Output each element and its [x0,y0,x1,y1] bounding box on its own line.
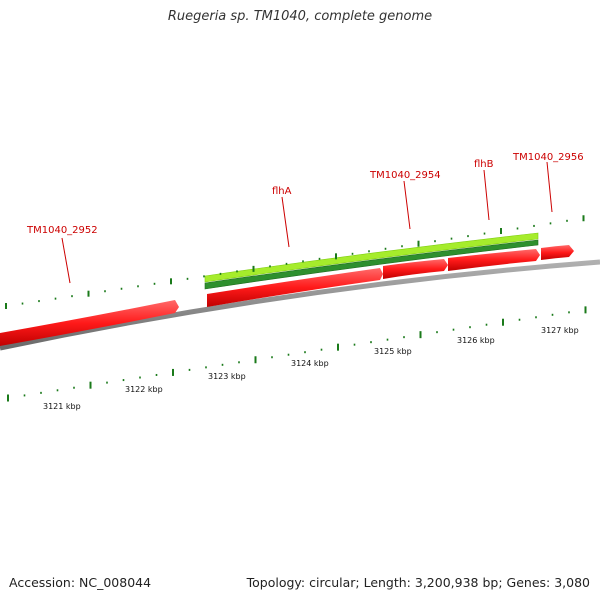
gene-arrow-tm1040-2952[interactable] [0,300,179,346]
gene-track [0,245,574,346]
kbp-label-3122: 3122 kbp [125,385,163,394]
kbp-label-3124: 3124 kbp [291,359,329,368]
tick-row-upper [5,215,585,309]
gene-label-tm1040-2956[interactable]: TM1040_2956 [512,152,584,163]
gene-arrow-flha[interactable] [207,268,383,307]
genome-backbone [0,259,600,351]
kbp-labels: 3121 kbp 3122 kbp 3123 kbp 3124 kbp 3125… [43,326,579,411]
gene-arrow-flhb[interactable] [448,249,540,271]
tick-row-lower [7,306,587,402]
kbp-label-3123: 3123 kbp [208,372,246,381]
gene-label-flhb[interactable]: flhB [474,159,494,170]
feature-track [204,232,539,290]
leader-tm1040-2956 [546,161,553,213]
kbp-label-3121: 3121 kbp [43,402,81,411]
gene-label-leaders [61,161,553,284]
gene-arrow-tm1040-2954[interactable] [383,259,448,279]
gene-label-tm1040-2954[interactable]: TM1040_2954 [369,170,441,181]
leader-flhb [483,169,490,221]
gene-arrow-tm1040-2956[interactable] [541,245,574,260]
feature-bar-dark[interactable] [204,239,539,290]
leader-flha [281,196,290,248]
leader-tm1040-2954 [403,180,411,230]
gene-labels: TM1040_2952 flhA TM1040_2954 flhB TM1040… [26,152,584,236]
feature-bar-light[interactable] [204,232,539,283]
genome-title: Ruegeria sp. TM1040, complete genome [167,9,433,24]
kbp-label-3127: 3127 kbp [541,326,579,335]
gene-label-tm1040-2952[interactable]: TM1040_2952 [26,225,98,236]
leader-tm1040-2952 [61,237,71,284]
kbp-label-3126: 3126 kbp [457,336,495,345]
gene-label-flha[interactable]: flhA [272,186,292,197]
kbp-label-3125: 3125 kbp [374,347,412,356]
accession-text: Accession: NC_008044 [9,575,152,590]
genome-summary-text: Topology: circular; Length: 3,200,938 bp… [246,575,590,590]
